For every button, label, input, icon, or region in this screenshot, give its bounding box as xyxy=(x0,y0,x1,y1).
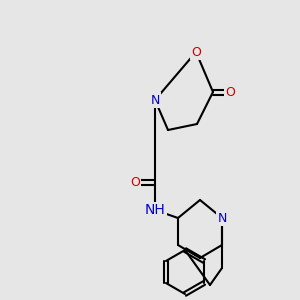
Text: NH: NH xyxy=(145,203,165,217)
Text: O: O xyxy=(130,176,140,188)
Text: N: N xyxy=(217,212,227,224)
Text: O: O xyxy=(225,85,235,98)
Text: O: O xyxy=(191,46,201,59)
Text: N: N xyxy=(150,94,160,106)
